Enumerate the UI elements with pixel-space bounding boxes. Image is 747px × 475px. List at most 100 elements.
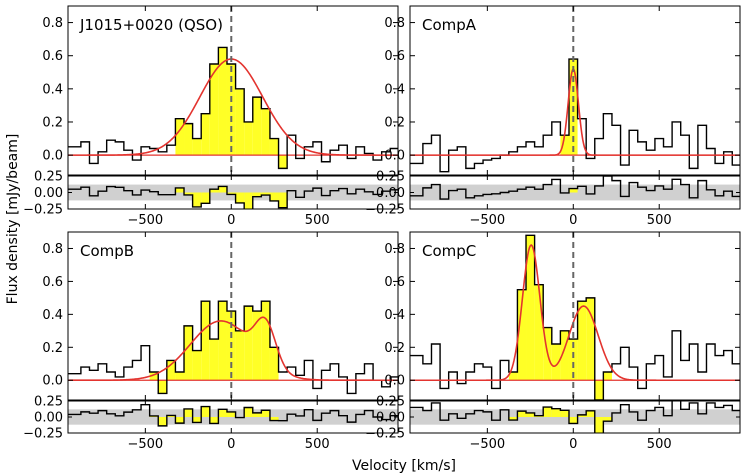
panel-4: 0.0 0.2 0.4 0.6 0.8 CompC −0.250.000.25 −500 0 50… xyxy=(365,231,741,452)
panel-3: 0.0 0.2 0.4 0.6 0.8 CompB −0.250.000.25 −500 0 50… xyxy=(23,231,399,452)
plot-frame xyxy=(409,5,741,176)
residual-bar-highlight xyxy=(201,406,210,417)
residual-bar-highlight xyxy=(517,411,527,417)
residual-step xyxy=(410,401,740,433)
flux-bar-highlight xyxy=(201,301,210,381)
flux-bar-highlight xyxy=(218,47,227,156)
residual-bar-highlight xyxy=(261,192,270,196)
flux-bar-highlight xyxy=(209,339,219,381)
residual-y-tick-label: −0.25 xyxy=(23,427,63,442)
x-tick-label: 500 xyxy=(647,437,672,452)
flux-bar-highlight xyxy=(269,347,279,381)
y-axis-title: Flux density [mJy/beam] xyxy=(5,134,21,305)
residual-step xyxy=(68,185,398,209)
y-tick-label: 0.2 xyxy=(42,115,63,130)
flux-bar-highlight xyxy=(244,121,253,156)
residual-bar-highlight xyxy=(209,417,219,424)
flux-bar-highlight xyxy=(269,138,279,156)
residual-bar-highlight xyxy=(192,417,202,423)
residual-bar-highlight xyxy=(218,409,227,417)
residual-bar-highlight xyxy=(278,192,288,208)
residual-bar-highlight xyxy=(218,186,227,193)
gaussian-fit xyxy=(410,244,740,382)
x-tick-label: 500 xyxy=(647,213,672,228)
flux-bar-highlight xyxy=(517,289,527,381)
y-tick-label: 0.2 xyxy=(42,341,63,356)
residual-bar-highlight xyxy=(226,192,236,195)
residual-bar-highlight xyxy=(226,411,236,417)
y-tick-label: 0.6 xyxy=(384,49,405,64)
residual-bar-highlight xyxy=(252,412,262,417)
y-tick-label: 0.8 xyxy=(384,16,405,31)
flux-bar-highlight xyxy=(192,350,202,381)
residual-bar-highlight xyxy=(244,192,253,209)
residual-bar-highlight xyxy=(201,192,210,204)
flux-bar-highlight xyxy=(252,311,262,381)
y-tick-label: 0.8 xyxy=(42,16,63,31)
residual-bar-highlight xyxy=(568,188,578,193)
spectrum-step xyxy=(68,300,398,395)
panel-title: CompA xyxy=(422,16,477,34)
panel-title: CompC xyxy=(422,242,476,260)
y-tick-label: 0.0 xyxy=(384,149,405,164)
y-tick-label: 0.4 xyxy=(384,82,405,97)
residual-bar-highlight xyxy=(184,192,193,195)
flux-bar-highlight xyxy=(235,88,245,156)
flux-bar-highlight xyxy=(192,138,202,156)
y-tick-label: 0.4 xyxy=(384,308,405,323)
flux-bar-highlight xyxy=(158,380,167,394)
residual-bar-highlight xyxy=(252,192,262,197)
x-tick-label: 0 xyxy=(227,437,235,452)
spectrum-step xyxy=(410,234,740,400)
flux-bar-highlight xyxy=(235,330,245,381)
x-tick-label: −500 xyxy=(469,213,505,228)
y-tick-label: 0.6 xyxy=(384,275,405,290)
flux-bar-highlight xyxy=(594,380,604,400)
plot-frame xyxy=(409,231,741,401)
flux-bar-highlight xyxy=(166,360,176,381)
x-tick-label: 0 xyxy=(569,213,577,228)
x-tick-label: −500 xyxy=(469,437,505,452)
gaussian-fit xyxy=(68,316,398,382)
y-tick-label: 0.0 xyxy=(42,149,63,164)
residual-bar-highlight xyxy=(175,187,185,193)
flux-bar-highlight xyxy=(278,155,288,169)
plot-frame xyxy=(67,5,399,176)
panel-2: 0.0 0.2 0.4 0.6 0.8 CompA −0.25 0.000.25 −500 0 50… xyxy=(365,5,741,228)
y-tick-label: 0.4 xyxy=(42,82,63,97)
y-tick-label: 0.2 xyxy=(384,115,405,130)
y-tick-label: 0.0 xyxy=(42,374,63,389)
y-tick-label: 0.6 xyxy=(42,275,63,290)
residual-bar-highlight xyxy=(175,417,185,424)
residual-bar-highlight xyxy=(269,417,279,421)
residual-y-tick-label: 0.25 xyxy=(34,395,63,410)
residual-bar-highlight xyxy=(551,408,561,417)
residual-y-tick-label: 0.25 xyxy=(34,170,63,185)
flux-bar-highlight xyxy=(261,108,270,156)
panel-title: J1015+0020 (QSO) xyxy=(79,16,223,34)
flux-bar-highlight xyxy=(149,372,159,381)
flux-bar-highlight xyxy=(551,344,561,381)
y-tick-label: 0.8 xyxy=(384,242,405,257)
residual-bar-highlight xyxy=(586,410,595,417)
flux-bar-highlight xyxy=(244,306,253,381)
residual-y-tick-label: 0.00 xyxy=(34,186,63,201)
residual-bar-highlight xyxy=(158,417,167,426)
residual-y-tick-label: 0.00 xyxy=(376,186,405,201)
flux-bar-highlight xyxy=(218,301,227,381)
residual-bar-highlight xyxy=(526,412,535,417)
spectrum-step xyxy=(410,58,740,173)
residual-y-tick-label: 0.00 xyxy=(34,411,63,426)
x-tick-label: −500 xyxy=(127,437,163,452)
residual-y-tick-label: 0.00 xyxy=(376,411,405,426)
residual-bar-highlight xyxy=(192,192,202,207)
residual-y-tick-label: −0.25 xyxy=(365,427,405,442)
residual-y-tick-label: −0.25 xyxy=(23,203,63,218)
y-tick-label: 0.8 xyxy=(42,242,63,257)
residual-bar-highlight xyxy=(603,417,612,422)
flux-bar-highlight xyxy=(201,113,210,156)
x-tick-label: 0 xyxy=(569,437,577,452)
residual-bar-highlight xyxy=(568,417,578,424)
residual-bar-highlight xyxy=(269,192,279,201)
